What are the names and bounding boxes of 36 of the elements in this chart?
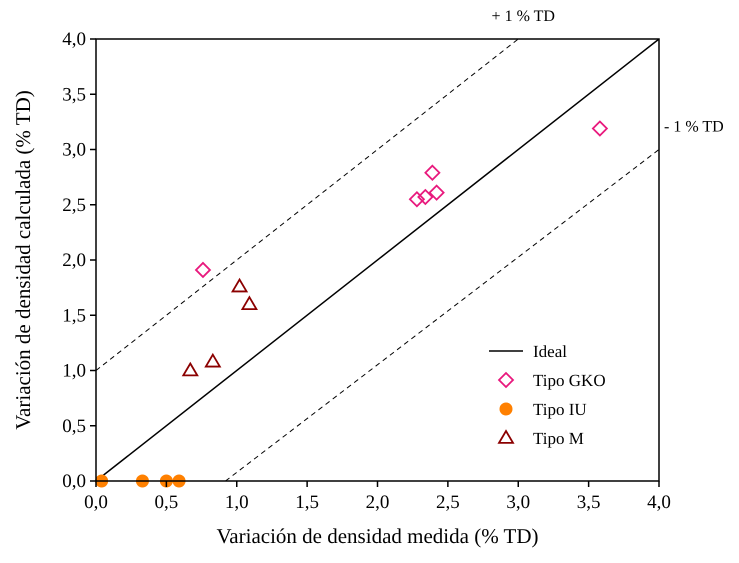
x-tick-label: 1,5 — [295, 492, 319, 513]
point — [592, 120, 608, 136]
y-tick-label: 0,5 — [62, 416, 86, 437]
annotation: + 1 % TD — [492, 8, 555, 25]
y-tick-label: 2,5 — [62, 194, 86, 216]
legend-label: Ideal — [533, 342, 568, 361]
legend-label: Tipo M — [533, 429, 584, 448]
point — [417, 189, 434, 205]
y-tick-label: 3,0 — [62, 140, 86, 160]
x-tick-label: 0,0 — [84, 492, 108, 513]
point — [204, 354, 221, 368]
x-tick-label: 2,0 — [366, 492, 390, 513]
y-axis-title: Variación de densidad calculada (% TD) — [11, 90, 35, 430]
x-tick-label: 3,5 — [576, 492, 600, 513]
legend-label: Tipo IU — [533, 400, 587, 419]
point — [182, 362, 198, 376]
point — [242, 296, 258, 310]
point — [428, 184, 445, 200]
legend-label: Tipo GKO — [533, 371, 606, 390]
x-tick-label: 1,0 — [224, 492, 249, 513]
y-tick-label: 1,5 — [62, 305, 86, 326]
y-tick-label: 1,0 — [62, 360, 86, 382]
y-tick-label: 0,0 — [62, 471, 86, 492]
x-axis-title: Variación de densidad medida (% TD) — [216, 524, 539, 548]
y-tick-label: 3,5 — [62, 84, 86, 106]
x-tick-label: 2,5 — [436, 492, 460, 513]
annotation: - 1 % TD — [664, 118, 724, 136]
point — [232, 278, 248, 292]
point — [424, 164, 440, 181]
y-tick-label: 4,0 — [62, 29, 86, 50]
x-tick-label: 0,5 — [154, 492, 178, 513]
x-tick-label: 4,0 — [647, 492, 671, 513]
x-tick-label: 3,0 — [506, 492, 530, 513]
y-tick-label: 2,0 — [62, 250, 86, 271]
point — [409, 191, 425, 208]
point — [195, 262, 211, 278]
